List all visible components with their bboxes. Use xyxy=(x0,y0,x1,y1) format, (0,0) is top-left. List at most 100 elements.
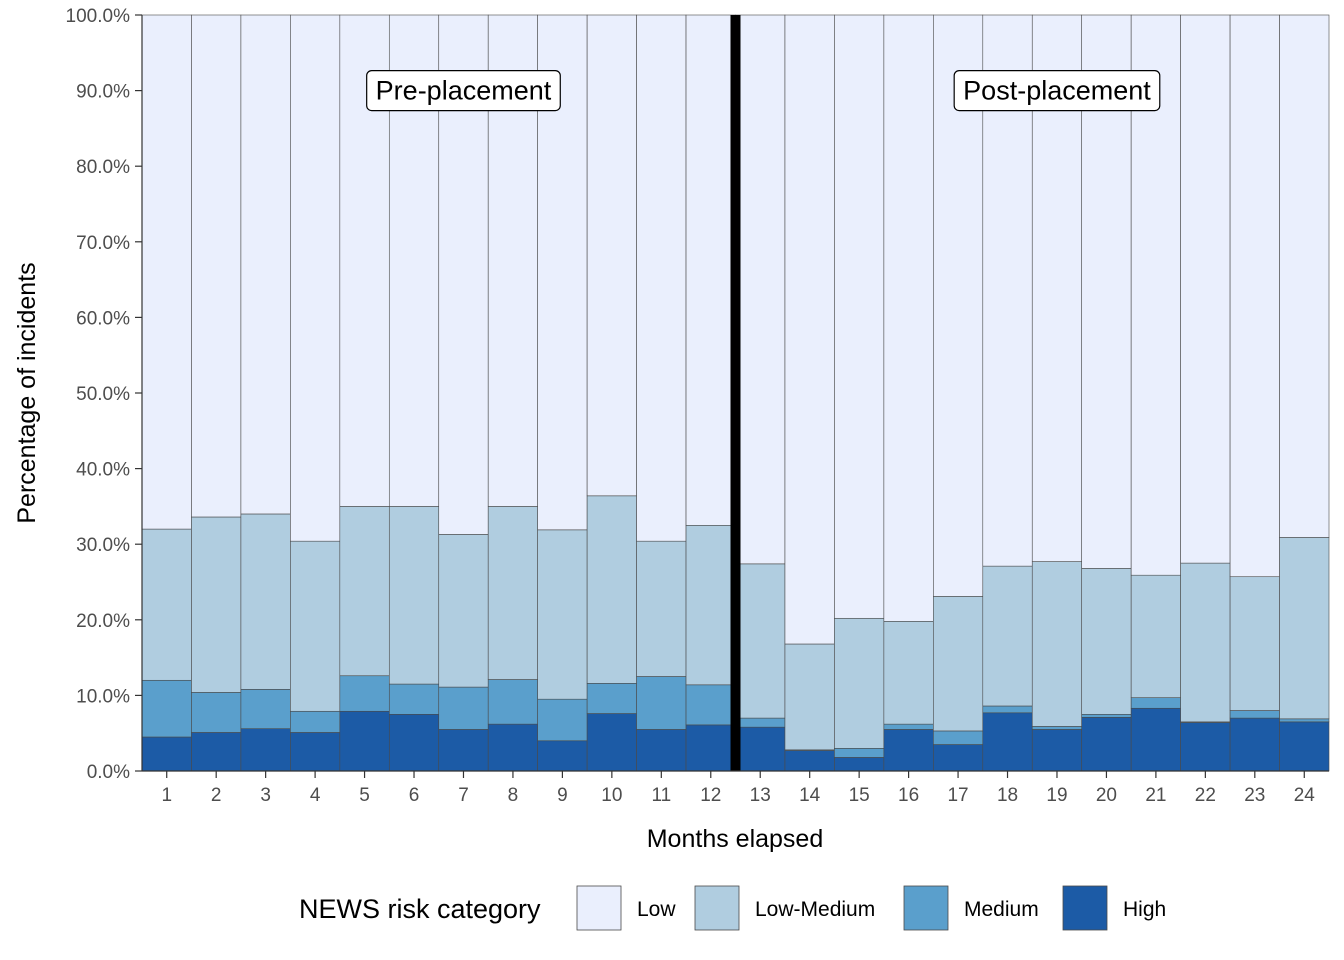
y-tick-label: 90.0% xyxy=(76,82,130,103)
bar-segment-medium-month-10 xyxy=(586,683,637,714)
bar-segment-low-medium-month-10 xyxy=(586,495,637,684)
x-tick-label: 18 xyxy=(997,785,1018,806)
x-tick-label: 12 xyxy=(700,785,721,806)
x-tick-label: 17 xyxy=(947,785,968,806)
x-axis: 1 2 3 4 5 6 7 8 9 10 11 12 13 14 15 16 17 18 19 20 21 22 23 24 xyxy=(142,770,1329,806)
x-tick-label: 15 xyxy=(849,785,870,806)
x-tick-label: 6 xyxy=(409,785,420,806)
legend-label: Low xyxy=(637,898,676,921)
bar-segment-low-medium-month-17 xyxy=(933,596,984,732)
bar-segment-low-month-24 xyxy=(1279,14,1330,538)
bar-segment-high-month-10 xyxy=(586,713,637,772)
y-tick-label: 10.0% xyxy=(76,686,130,707)
x-tick-label: 24 xyxy=(1294,785,1316,806)
bar-segment-medium-month-23 xyxy=(1229,710,1280,719)
legend-swatch xyxy=(903,885,949,931)
bar-segment-low-medium-month-13 xyxy=(735,563,786,719)
bar-segment-medium-month-16 xyxy=(883,723,934,730)
placement-divider-line xyxy=(730,15,741,771)
x-tick-label: 21 xyxy=(1145,785,1166,806)
bar-segment-low-month-10 xyxy=(586,14,637,497)
annotation-post-placement: Post-placement xyxy=(953,69,1161,112)
bar-segment-medium-month-15 xyxy=(834,748,885,758)
bar-segment-low-medium-month-9 xyxy=(537,529,588,700)
bar-segment-low-month-13 xyxy=(735,14,786,565)
bar-segment-medium-month-9 xyxy=(537,698,588,742)
bar-segment-low-month-11 xyxy=(636,14,687,542)
x-tick-label: 4 xyxy=(310,785,321,806)
y-tick-label: 20.0% xyxy=(76,611,130,632)
bar-segment-medium-month-18 xyxy=(982,705,1033,714)
bar-segment-low-medium-month-12 xyxy=(685,524,736,686)
bar-segment-low-month-22 xyxy=(1180,14,1231,564)
bar-segment-high-month-13 xyxy=(735,726,786,772)
bar-segment-low-medium-month-22 xyxy=(1180,562,1231,723)
x-tick-label: 13 xyxy=(750,785,771,806)
bar-segment-low-medium-month-8 xyxy=(487,506,538,680)
annotation-label: Pre-placement xyxy=(376,76,552,106)
bar-segment-medium-month-17 xyxy=(933,730,984,745)
bar-segment-high-month-5 xyxy=(339,710,390,772)
bars-layer xyxy=(141,14,1330,772)
x-tick-label: 23 xyxy=(1244,785,1265,806)
bar-segment-medium-month-11 xyxy=(636,676,687,730)
legend-label: High xyxy=(1123,898,1166,921)
bar-segment-low-medium-month-15 xyxy=(834,617,885,749)
y-tick-label: 60.0% xyxy=(76,308,130,329)
annotation-box xyxy=(953,69,1161,112)
bar-segment-high-month-16 xyxy=(883,729,934,772)
bar-segment-medium-month-6 xyxy=(388,683,440,715)
legend-item-medium: Medium xyxy=(903,885,1039,931)
bar-segment-medium-month-1 xyxy=(141,679,192,738)
y-axis: 0.0% 10.0% 20.0% 30.0% 40.0% 50.0% 60.0% 70.0% 8… xyxy=(66,6,143,783)
bar-segment-medium-month-3 xyxy=(240,689,291,729)
annotation-label: Post-placement xyxy=(963,76,1151,106)
bar-segment-high-month-20 xyxy=(1081,717,1132,772)
y-tick-label: 30.0% xyxy=(76,535,130,556)
bar-segment-low-medium-month-23 xyxy=(1229,576,1280,711)
x-tick-label: 1 xyxy=(161,785,172,806)
y-axis-title: Percentage of incidents xyxy=(13,262,41,523)
bar-segment-high-month-8 xyxy=(487,723,538,772)
y-tick-label: 0.0% xyxy=(87,762,130,783)
bar-segment-low-medium-month-5 xyxy=(339,506,390,677)
bar-segment-high-month-4 xyxy=(290,732,341,772)
legend-item-low-medium: Low-Medium xyxy=(694,885,875,931)
bar-segment-low-medium-month-14 xyxy=(784,643,835,751)
bar-segment-low-month-3 xyxy=(240,14,291,515)
bar-segment-low-medium-month-2 xyxy=(191,516,242,693)
x-tick-label: 19 xyxy=(1046,785,1067,806)
legend-item-low: Low xyxy=(576,885,676,931)
legend-swatch xyxy=(1062,885,1108,931)
divider-layer xyxy=(730,15,741,771)
bar-segment-low-month-16 xyxy=(883,14,934,622)
bar-segment-low-month-4 xyxy=(290,14,341,542)
bar-segment-medium-month-21 xyxy=(1130,697,1181,709)
bar-segment-low-month-2 xyxy=(191,14,242,518)
legend: NEWS risk category Low Low-Medium Medium Hig… xyxy=(299,885,1166,931)
x-tick-label: 20 xyxy=(1096,785,1117,806)
bar-segment-high-month-6 xyxy=(388,713,440,772)
legend-label: Low-Medium xyxy=(755,898,875,921)
y-tick-label: 100.0% xyxy=(66,6,131,27)
legend-swatch xyxy=(576,885,622,931)
bar-segment-high-month-2 xyxy=(191,732,242,772)
bar-segment-low-medium-month-4 xyxy=(290,540,341,712)
bar-segment-low-medium-month-11 xyxy=(636,540,687,677)
bar-segment-high-month-15 xyxy=(834,757,885,772)
bar-segment-low-month-14 xyxy=(784,14,835,645)
bar-segment-low-medium-month-19 xyxy=(1031,561,1083,727)
bar-segment-medium-month-5 xyxy=(339,675,390,712)
annotation-box xyxy=(366,69,561,112)
bar-segment-high-month-22 xyxy=(1180,722,1231,772)
annotation-pre-placement: Pre-placement xyxy=(366,69,561,112)
bar-segment-high-month-3 xyxy=(240,728,291,772)
legend-swatch xyxy=(694,885,740,931)
bar-segment-high-month-24 xyxy=(1279,721,1330,772)
x-tick-label: 2 xyxy=(211,785,222,806)
bar-segment-medium-month-19 xyxy=(1031,726,1083,730)
bar-segment-medium-month-20 xyxy=(1081,713,1132,718)
bar-segment-low-month-23 xyxy=(1229,14,1280,578)
legend-label: Medium xyxy=(964,898,1039,921)
